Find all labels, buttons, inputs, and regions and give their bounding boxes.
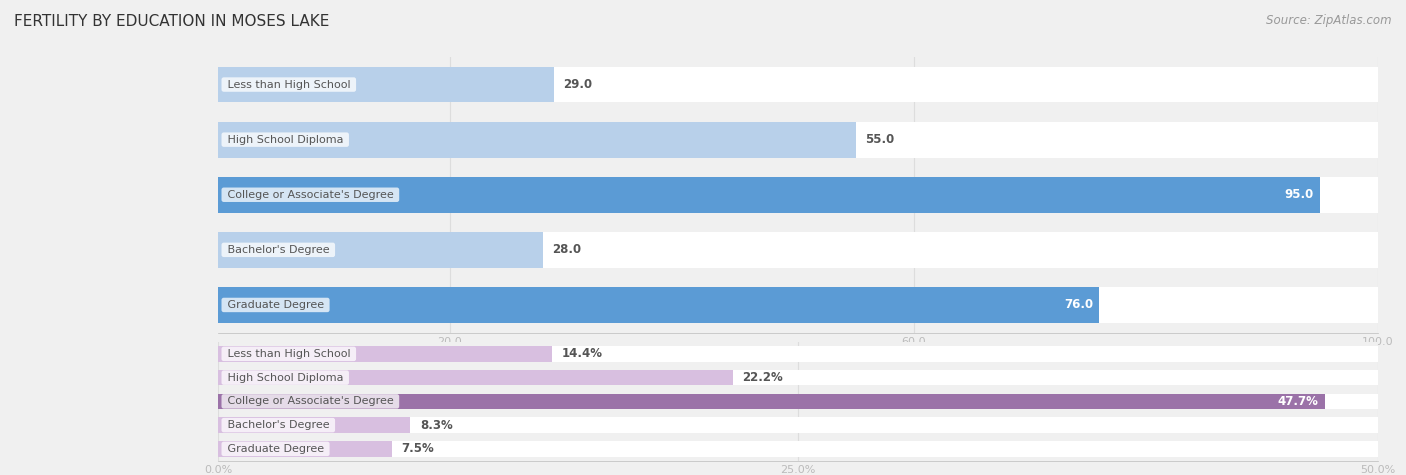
Text: 29.0: 29.0 xyxy=(564,78,593,91)
Text: Bachelor's Degree: Bachelor's Degree xyxy=(224,420,333,430)
Text: 47.7%: 47.7% xyxy=(1278,395,1319,408)
Bar xyxy=(218,346,553,361)
Text: 22.2%: 22.2% xyxy=(742,371,783,384)
Text: High School Diploma: High School Diploma xyxy=(224,134,347,145)
Bar xyxy=(218,177,1378,213)
Text: 28.0: 28.0 xyxy=(553,243,581,256)
Text: 76.0: 76.0 xyxy=(1064,298,1094,312)
Text: High School Diploma: High School Diploma xyxy=(224,372,347,383)
Bar xyxy=(218,177,1320,213)
Bar xyxy=(218,370,1378,385)
Text: 8.3%: 8.3% xyxy=(420,418,453,432)
Text: Graduate Degree: Graduate Degree xyxy=(224,444,328,454)
Bar xyxy=(218,346,1378,361)
Text: College or Associate's Degree: College or Associate's Degree xyxy=(224,396,396,407)
Bar xyxy=(218,394,1324,409)
Bar xyxy=(218,66,554,103)
Bar xyxy=(218,287,1099,323)
Text: Graduate Degree: Graduate Degree xyxy=(224,300,328,310)
Text: Bachelor's Degree: Bachelor's Degree xyxy=(224,245,333,255)
Bar xyxy=(218,418,1378,433)
Bar xyxy=(218,122,856,158)
Text: Less than High School: Less than High School xyxy=(224,349,354,359)
Text: Less than High School: Less than High School xyxy=(224,79,354,90)
Text: Source: ZipAtlas.com: Source: ZipAtlas.com xyxy=(1267,14,1392,27)
Text: 95.0: 95.0 xyxy=(1285,188,1315,201)
Text: FERTILITY BY EDUCATION IN MOSES LAKE: FERTILITY BY EDUCATION IN MOSES LAKE xyxy=(14,14,329,29)
Bar xyxy=(218,66,1378,103)
Bar xyxy=(218,394,1378,409)
Text: 55.0: 55.0 xyxy=(865,133,894,146)
Bar xyxy=(218,122,1378,158)
Text: College or Associate's Degree: College or Associate's Degree xyxy=(224,190,396,200)
Text: 7.5%: 7.5% xyxy=(401,442,434,456)
Bar xyxy=(218,232,1378,268)
Bar xyxy=(218,418,411,433)
Bar xyxy=(218,370,733,385)
Bar xyxy=(218,441,392,456)
Text: 14.4%: 14.4% xyxy=(561,347,602,361)
Bar xyxy=(218,232,543,268)
Bar xyxy=(218,441,1378,456)
Bar xyxy=(218,287,1378,323)
